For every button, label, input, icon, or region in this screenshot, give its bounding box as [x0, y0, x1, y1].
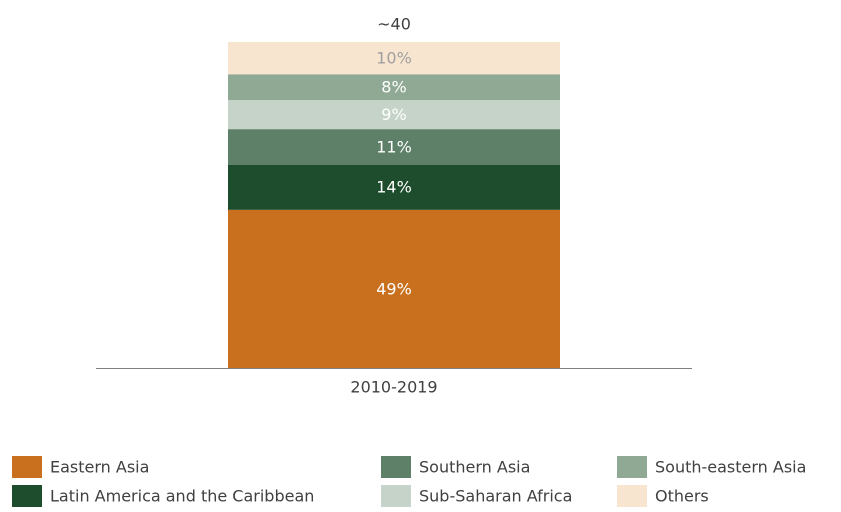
- legend-swatch: [12, 485, 42, 507]
- legend-label: Southern Asia: [419, 458, 530, 477]
- legend-label: Eastern Asia: [50, 458, 149, 477]
- data-label: 8%: [381, 78, 406, 97]
- legend-label: Others: [655, 487, 709, 506]
- legend-label: South-eastern Asia: [655, 458, 806, 477]
- data-label: 9%: [381, 105, 406, 124]
- bar-segment: [228, 74, 560, 101]
- bar-segment: [228, 129, 560, 165]
- legend-swatch: [617, 485, 647, 507]
- legend-swatch: [12, 456, 42, 478]
- legend-label: Sub-Saharan Africa: [419, 487, 572, 506]
- legend-swatch: [381, 456, 411, 478]
- bar-segment: [228, 164, 560, 210]
- data-label: 49%: [376, 279, 412, 298]
- data-label: 11%: [376, 137, 412, 156]
- total-annotation: ~40: [377, 15, 411, 34]
- legend-label: Latin America and the Caribbean: [50, 487, 314, 506]
- data-label: 10%: [376, 49, 412, 68]
- bar-segment: [228, 209, 560, 368]
- legend-swatch: [381, 485, 411, 507]
- data-label: 14%: [376, 178, 412, 197]
- legend-swatch: [617, 456, 647, 478]
- bar-segment: [228, 100, 560, 130]
- x-tick-label: 2010-2019: [350, 378, 437, 397]
- bar-segment: [228, 42, 560, 75]
